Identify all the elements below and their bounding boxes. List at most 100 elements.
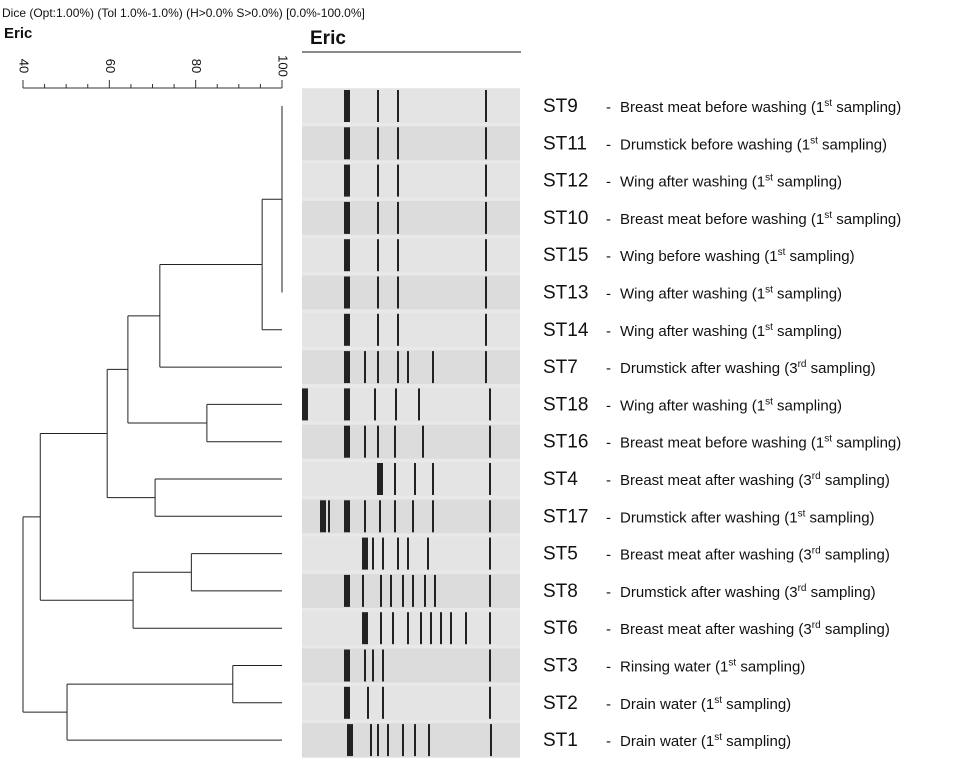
gel-band <box>397 165 399 197</box>
gel-band <box>489 500 491 532</box>
gel-band <box>422 426 424 458</box>
gel-band <box>380 575 382 607</box>
label-part: - <box>606 286 611 303</box>
gel-band <box>344 314 350 346</box>
label-part: - <box>606 99 611 116</box>
gel-band <box>377 202 379 234</box>
gel-band <box>428 724 430 756</box>
gel-band <box>344 650 350 682</box>
label-part: sampling) <box>773 323 842 340</box>
strain-label: ST14-Wing after washing (1st sampling) <box>543 320 842 341</box>
gel-band <box>489 388 491 420</box>
label-part: sampling) <box>821 547 890 564</box>
gel-band <box>489 687 491 719</box>
gel-band <box>434 575 436 607</box>
label-part: - <box>606 136 611 153</box>
label-superscript: rd <box>798 359 807 370</box>
gel-lane <box>302 313 520 347</box>
label-part: sampling) <box>722 733 791 750</box>
gel-band <box>362 538 368 570</box>
label-part: - <box>606 323 611 340</box>
gel-band <box>394 500 396 532</box>
method-line: Dice (Opt:1.00%) (Tol 1.0%-1.0%) (H>0.0%… <box>2 6 365 20</box>
label-part: sampling) <box>805 509 874 526</box>
label-part: Breast meat before washing (1 <box>620 99 824 116</box>
gel-band <box>397 90 399 122</box>
label-part: Drumstick after washing (3 <box>620 360 798 377</box>
label-part: ST2 <box>543 693 578 714</box>
label-part: Wing after washing (1 <box>620 174 765 191</box>
label-part: ST14 <box>543 320 589 341</box>
gel-band <box>397 127 399 159</box>
label-part: - <box>606 211 611 228</box>
gel-band <box>364 351 366 383</box>
strain-label: ST15-Wing before washing (1st sampling) <box>543 245 855 266</box>
strain-labels: ST9-Breast meat before washing (1st samp… <box>543 96 901 751</box>
gel-band <box>377 314 379 346</box>
gel-lane <box>302 537 520 571</box>
scale-label: 60 <box>103 59 118 73</box>
gel-band <box>432 500 434 532</box>
label-part: - <box>606 621 611 638</box>
gel-lane <box>302 425 520 459</box>
gel-lane <box>302 686 520 720</box>
strain-label: ST6-Breast meat after washing (3rd sampl… <box>543 618 890 639</box>
label-part: sampling) <box>821 472 890 489</box>
gel-band <box>387 724 389 756</box>
gel-band <box>489 575 491 607</box>
gel-band <box>407 538 409 570</box>
label-part: sampling) <box>773 397 842 414</box>
label-superscript: rd <box>812 546 821 557</box>
label-part: Drain water (1 <box>620 733 714 750</box>
gel-band <box>377 351 379 383</box>
strain-label: ST13-Wing after washing (1st sampling) <box>543 283 842 304</box>
strain-label: ST2-Drain water (1st sampling) <box>543 693 791 714</box>
label-superscript: rd <box>798 583 807 594</box>
gel-band <box>489 463 491 495</box>
gel-band <box>490 724 492 756</box>
label-part: sampling) <box>832 211 901 228</box>
strain-label: ST18-Wing after washing (1st sampling) <box>543 394 842 415</box>
gel-band <box>489 650 491 682</box>
label-part: ST8 <box>543 581 578 602</box>
gel-band <box>382 650 384 682</box>
gel-lane <box>302 201 520 235</box>
gel-band <box>392 612 394 644</box>
label-part: Drumstick after washing (3 <box>620 584 798 601</box>
label-part: sampling) <box>832 435 901 452</box>
gel-band <box>344 127 350 159</box>
gel-band <box>397 202 399 234</box>
gel-lane <box>302 723 520 757</box>
gel-band <box>489 612 491 644</box>
gel-band <box>418 388 420 420</box>
label-part: - <box>606 248 611 265</box>
label-part: ST1 <box>543 730 578 751</box>
gel-band <box>377 239 379 271</box>
label-part: ST3 <box>543 656 578 677</box>
gel-band <box>440 612 442 644</box>
gel-lane <box>302 126 520 160</box>
gel-band <box>395 388 397 420</box>
gel-band <box>374 388 376 420</box>
label-part: sampling) <box>722 696 791 713</box>
gel-lane <box>302 164 520 198</box>
gel-band <box>382 538 384 570</box>
strain-label: ST4-Breast meat after washing (3rd sampl… <box>543 469 890 490</box>
gel-band <box>397 277 399 309</box>
label-part: - <box>606 584 611 601</box>
gel-band <box>364 426 366 458</box>
label-part: - <box>606 696 611 713</box>
label-part: ST10 <box>543 208 588 229</box>
label-part: Breast meat before washing (1 <box>620 435 824 452</box>
strain-label: ST11-Drumstick before washing (1st sampl… <box>543 133 887 154</box>
strain-label: ST7-Drumstick after washing (3rd samplin… <box>543 357 876 378</box>
gel-band <box>394 426 396 458</box>
gel-band <box>450 612 452 644</box>
gel-band <box>344 90 350 122</box>
gel-band <box>377 127 379 159</box>
strain-label: ST12-Wing after washing (1st sampling) <box>543 171 842 192</box>
gel-band <box>485 314 487 346</box>
gel-band <box>430 612 432 644</box>
label-part: Breast meat before washing (1 <box>620 211 824 228</box>
